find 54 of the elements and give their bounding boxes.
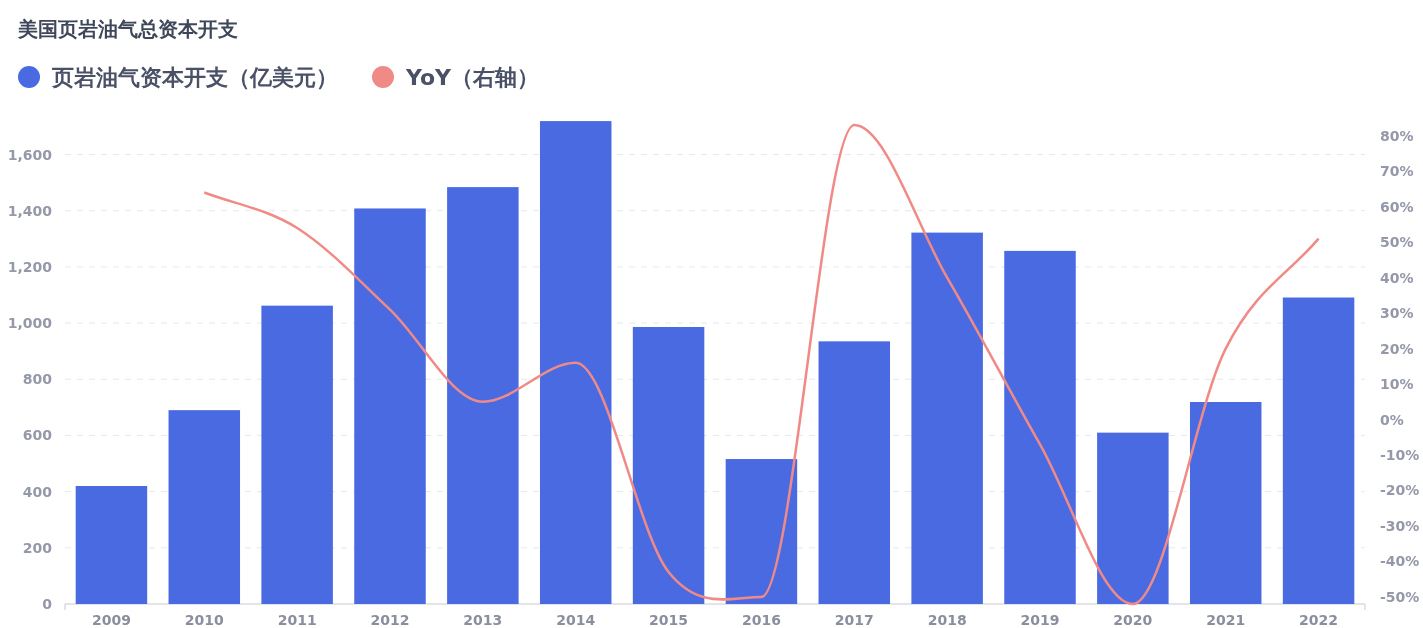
- x-tick-label: 2013: [463, 612, 503, 628]
- legend-label: 页岩油气资本开支（亿美元）: [51, 65, 338, 90]
- x-tick-label: 2022: [1299, 612, 1339, 628]
- bar: [632, 327, 705, 604]
- y-tick-label: 0: [42, 596, 53, 612]
- chart-title: 美国页岩油气总资本开支: [17, 17, 238, 41]
- y2-tick-label: 30%: [1380, 305, 1414, 322]
- y2-tick-label: 10%: [1380, 376, 1414, 393]
- legend-label: YoY（右轴）: [405, 65, 539, 90]
- x-tick-label: 2014: [556, 612, 596, 628]
- y2-tick-label: 40%: [1380, 269, 1414, 286]
- bar: [354, 208, 426, 604]
- y-tick-label: 1,000: [7, 315, 53, 332]
- y-tick-label: 1,400: [7, 202, 53, 219]
- y2-tick-label: 70%: [1380, 163, 1414, 180]
- x-tick-label: 2018: [927, 612, 967, 628]
- y2-tick-label: -20%: [1380, 482, 1420, 499]
- x-tick-label: 2016: [741, 612, 781, 628]
- bar: [1189, 402, 1262, 604]
- y-tick-label: 1,600: [7, 146, 53, 163]
- y-tick-label: 1,200: [7, 258, 53, 275]
- x-tick-label: 2011: [277, 612, 317, 628]
- bar: [261, 305, 333, 604]
- y-tick-label: 200: [22, 539, 53, 556]
- x-tick-label: 2017: [834, 612, 874, 628]
- bar: [447, 187, 519, 604]
- x-tick-label: 2010: [184, 612, 225, 628]
- bar: [539, 121, 612, 604]
- y2-tick-label: 50%: [1380, 234, 1414, 251]
- y2-tick-label: -50%: [1380, 588, 1420, 605]
- y2-tick-label: 20%: [1380, 340, 1414, 357]
- bar: [75, 486, 148, 604]
- x-tick-label: 2012: [370, 612, 410, 628]
- y2-tick-label: -10%: [1380, 447, 1420, 464]
- x-tick-label: 2021: [1206, 612, 1246, 628]
- bar: [818, 341, 891, 604]
- bar: [168, 410, 241, 604]
- bar: [1004, 250, 1076, 604]
- x-tick-label: 2009: [91, 612, 131, 628]
- bar: [725, 459, 798, 604]
- y2-tick-label: -30%: [1380, 517, 1420, 534]
- bar: [911, 232, 983, 604]
- y-tick-label: 600: [22, 427, 53, 444]
- y2-tick-label: -40%: [1380, 553, 1420, 570]
- y-tick-label: 800: [22, 371, 53, 388]
- x-tick-label: 2019: [1020, 612, 1060, 628]
- bar: [1282, 297, 1355, 604]
- y2-tick-label: 0%: [1380, 411, 1404, 428]
- y-tick-label: 400: [22, 483, 53, 500]
- bar: [1097, 432, 1169, 604]
- x-tick-label: 2020: [1113, 612, 1153, 628]
- x-tick-label: 2015: [649, 612, 689, 628]
- y2-tick-label: 60%: [1380, 198, 1414, 215]
- y2-tick-label: 80%: [1380, 127, 1414, 144]
